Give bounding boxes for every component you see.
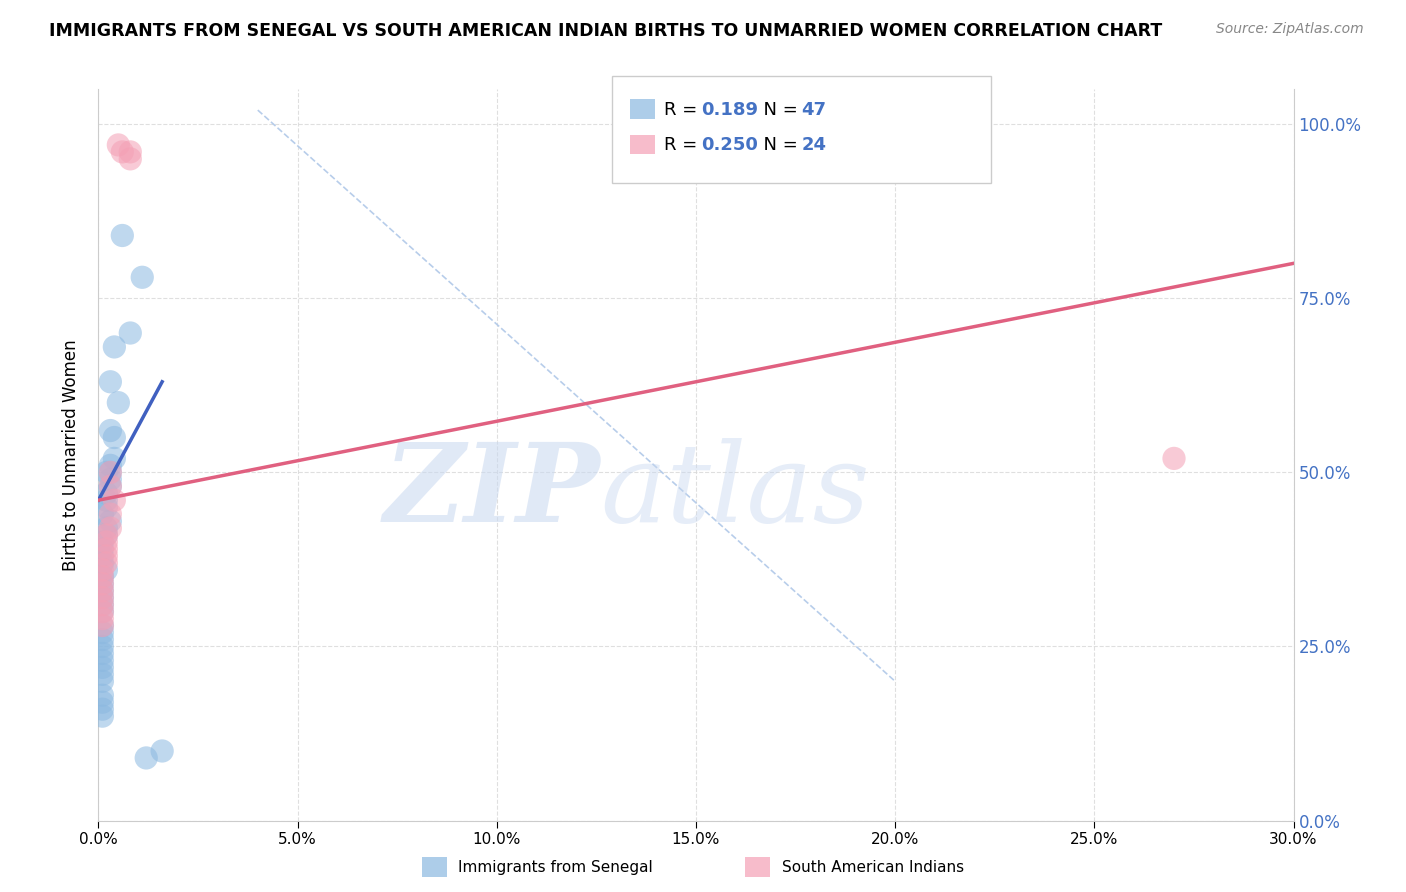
Text: 47: 47: [801, 101, 827, 119]
Text: N =: N =: [752, 101, 804, 119]
Point: [107, 137, 129, 152]
Point: [91, 640, 114, 654]
Text: 0.250: 0.250: [702, 136, 758, 154]
Point: [91, 660, 114, 674]
Point: [91, 570, 114, 584]
Point: [91, 583, 114, 598]
Point: [98, 479, 122, 493]
Point: [98, 479, 122, 493]
Point: [96, 556, 118, 570]
Point: [91, 563, 114, 577]
Text: atlas: atlas: [600, 438, 870, 545]
Point: [91, 556, 114, 570]
Point: [98, 466, 122, 480]
Point: [131, 270, 153, 285]
Point: [103, 340, 125, 354]
Point: [103, 493, 125, 508]
Point: [98, 507, 122, 521]
Point: [91, 674, 114, 689]
Point: [91, 507, 114, 521]
Point: [96, 486, 118, 500]
Text: 24: 24: [801, 136, 827, 154]
Point: [91, 598, 114, 612]
Point: [91, 647, 114, 661]
Point: [91, 605, 114, 619]
Point: [91, 709, 114, 723]
Point: [91, 598, 114, 612]
Point: [91, 618, 114, 632]
Point: [91, 618, 114, 632]
Point: [98, 375, 122, 389]
Point: [91, 570, 114, 584]
Point: [91, 576, 114, 591]
Point: [91, 702, 114, 716]
Point: [98, 514, 122, 528]
Point: [91, 541, 114, 556]
Point: [96, 521, 118, 535]
Text: Immigrants from Senegal: Immigrants from Senegal: [458, 861, 654, 875]
Point: [91, 583, 114, 598]
Point: [91, 549, 114, 563]
Point: [96, 528, 118, 542]
Text: IMMIGRANTS FROM SENEGAL VS SOUTH AMERICAN INDIAN BIRTHS TO UNMARRIED WOMEN CORRE: IMMIGRANTS FROM SENEGAL VS SOUTH AMERICA…: [49, 22, 1163, 40]
Point: [98, 424, 122, 438]
Text: N =: N =: [752, 136, 804, 154]
Point: [96, 541, 118, 556]
Point: [96, 535, 118, 549]
Point: [96, 466, 118, 480]
Point: [120, 326, 142, 340]
Point: [98, 472, 122, 486]
Point: [91, 605, 114, 619]
Point: [91, 632, 114, 647]
Point: [91, 625, 114, 640]
Point: [91, 535, 114, 549]
Point: [96, 500, 118, 515]
Point: [98, 521, 122, 535]
Point: [91, 667, 114, 681]
Point: [96, 528, 118, 542]
Point: [1163, 451, 1185, 466]
Text: R =: R =: [664, 101, 703, 119]
Point: [96, 549, 118, 563]
Point: [98, 458, 122, 473]
Point: [120, 152, 142, 166]
Point: [103, 451, 125, 466]
Text: South American Indians: South American Indians: [782, 861, 965, 875]
Point: [91, 612, 114, 626]
Point: [150, 744, 173, 758]
Point: [96, 493, 118, 508]
Point: [91, 688, 114, 702]
Point: [107, 395, 129, 409]
Text: R =: R =: [664, 136, 703, 154]
Point: [91, 591, 114, 605]
Y-axis label: Births to Unmarried Women: Births to Unmarried Women: [62, 339, 80, 571]
Point: [120, 145, 142, 159]
Point: [135, 751, 157, 765]
Point: [91, 576, 114, 591]
Point: [91, 695, 114, 709]
Point: [98, 466, 122, 480]
Point: [91, 591, 114, 605]
Point: [91, 653, 114, 667]
Point: [103, 430, 125, 444]
Point: [96, 563, 118, 577]
Point: [111, 145, 134, 159]
Text: 0.189: 0.189: [702, 101, 759, 119]
Text: ZIP: ZIP: [384, 438, 600, 545]
Text: Source: ZipAtlas.com: Source: ZipAtlas.com: [1216, 22, 1364, 37]
Point: [111, 228, 134, 243]
